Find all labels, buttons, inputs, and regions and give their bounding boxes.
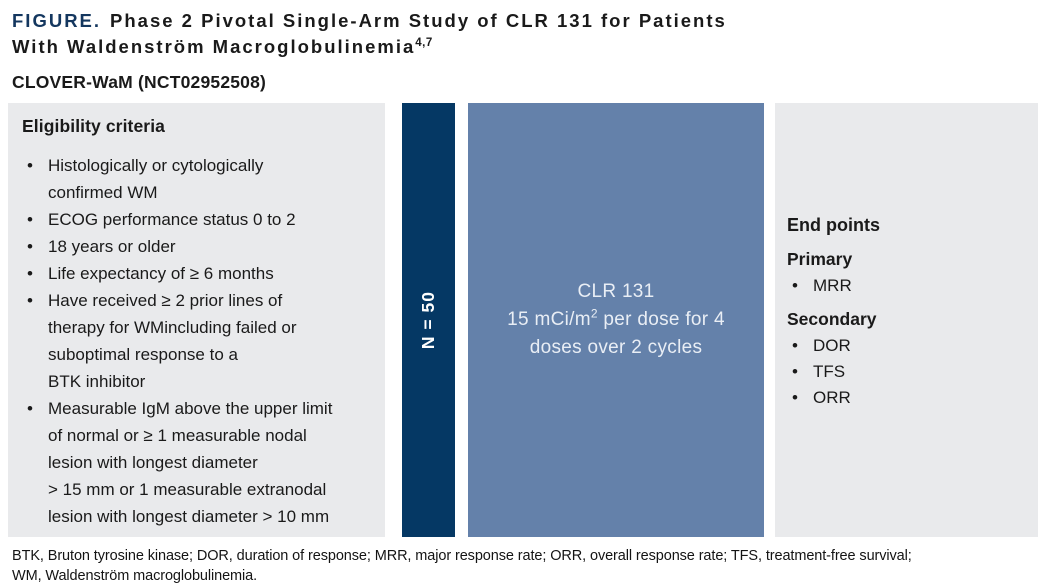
list-item: TFS <box>787 359 1030 385</box>
dose-superscript: 2 <box>590 306 598 321</box>
treatment-line3: doses over 2 cycles <box>529 337 703 358</box>
treatment-dose-cont: per dose for 4 <box>597 309 725 330</box>
reference-superscript: 4,7 <box>415 36 433 49</box>
secondary-endpoints-list: DORTFSORR <box>787 333 1030 411</box>
list-item: Histologically or cytologically confirme… <box>22 152 377 206</box>
treatment-text: CLR 131 15 mCi/m2 per dose for 4 doses o… <box>507 278 725 362</box>
treatment-line2: 15 mCi/m2 per dose for 4 <box>507 306 725 334</box>
eligibility-panel: Eligibility criteria Histologically or c… <box>8 103 385 537</box>
list-item: MRR <box>787 273 1030 299</box>
eligibility-heading: Eligibility criteria <box>22 116 166 136</box>
list-item: Measurable IgM above the upper limit of … <box>22 395 377 530</box>
footnote-line2: WM, Waldenström macroglobulinemia. <box>12 568 258 584</box>
treatment-dose: 15 mCi/m <box>507 309 591 330</box>
primary-endpoints-list: MRR <box>787 273 1030 299</box>
list-item: 18 years or older <box>22 233 377 260</box>
footnote-line1: BTK, Bruton tyrosine kinase; DOR, durati… <box>12 548 912 564</box>
figure-title: FIGURE. Phase 2 Pivotal Single-Arm Study … <box>12 8 1040 60</box>
list-item: ORR <box>787 385 1030 411</box>
study-name: CLOVER-WaM (NCT02952508) <box>12 72 267 92</box>
figure-title-text1: Phase 2 Pivotal Single-Arm Study of CLR … <box>110 10 727 31</box>
list-item: DOR <box>787 333 1030 359</box>
eligibility-list: Histologically or cytologically confirme… <box>22 152 377 530</box>
endpoints-heading: End points <box>787 215 880 235</box>
treatment-box: CLR 131 15 mCi/m2 per dose for 4 doses o… <box>468 103 764 537</box>
abbreviations-footnote: BTK, Bruton tyrosine kinase; DOR, durati… <box>12 546 1040 586</box>
enrollment-bar: N = 50 <box>402 103 455 537</box>
figure: FIGURE. Phase 2 Pivotal Single-Arm Study … <box>0 8 1052 586</box>
figure-title-line1: FIGURE. Phase 2 Pivotal Single-Arm Study … <box>12 8 1040 34</box>
treatment-line1: CLR 131 <box>577 281 655 302</box>
primary-endpoints-label: Primary <box>787 249 853 269</box>
enrollment-label: N = 50 <box>418 290 438 350</box>
figure-label: FIGURE. <box>12 10 102 31</box>
list-item: ECOG performance status 0 to 2 <box>22 206 377 233</box>
list-item: Have received ≥ 2 prior lines of therapy… <box>22 287 377 395</box>
figure-title-line2: With Waldenström Macroglobulinemia4,7 <box>12 34 1040 60</box>
study-diagram: Eligibility criteria Histologically or c… <box>8 103 1052 537</box>
figure-title-text2: With Waldenström Macroglobulinemia <box>12 36 416 57</box>
list-item: Life expectancy of ≥ 6 months <box>22 260 377 287</box>
secondary-endpoints-label: Secondary <box>787 309 877 329</box>
endpoints-panel: End points Primary MRR Secondary DORTFSO… <box>775 103 1038 537</box>
